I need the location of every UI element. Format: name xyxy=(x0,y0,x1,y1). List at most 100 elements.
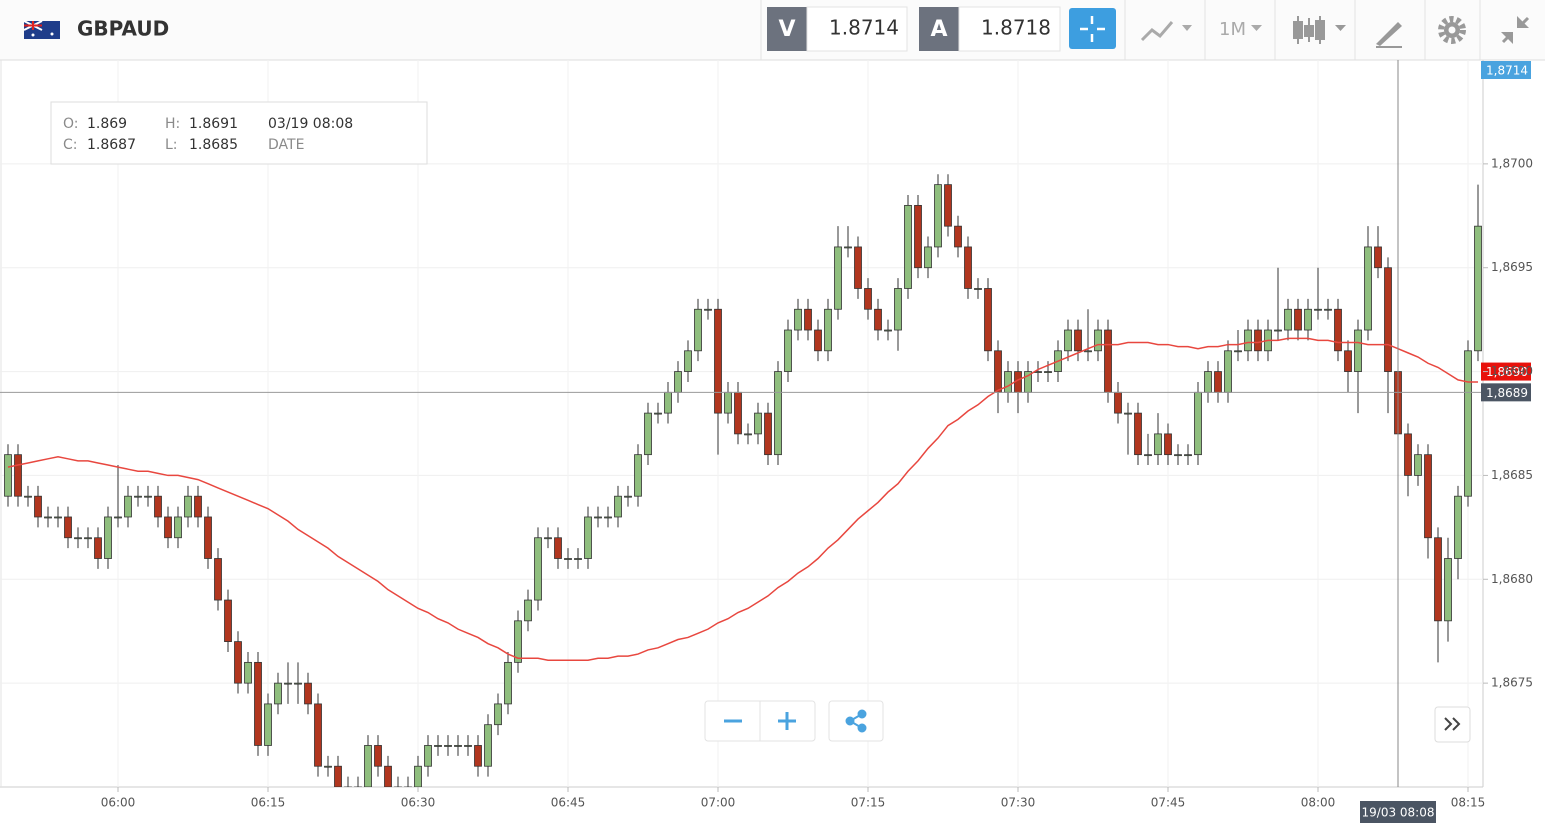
candle-body xyxy=(814,329,822,352)
candle-body xyxy=(244,661,252,684)
candle-body xyxy=(184,495,192,518)
info-key: O: xyxy=(63,116,79,132)
crosshair-time-tag xyxy=(1360,801,1436,823)
moving-average xyxy=(7,337,1478,662)
candle-body xyxy=(34,495,42,518)
candle-body xyxy=(434,745,442,747)
overlay: 19/03 08:08 1,8714 1,8690 1,8689 xyxy=(0,60,1531,823)
candle-body xyxy=(444,745,452,747)
candle-body xyxy=(784,329,792,372)
candle-body xyxy=(754,412,762,435)
candle-body xyxy=(734,391,742,435)
candle-body xyxy=(1214,371,1222,393)
candle-body xyxy=(1134,412,1142,456)
candle-body xyxy=(994,350,1002,393)
candle-body xyxy=(604,516,612,519)
candle-body xyxy=(1384,267,1392,372)
scroll-end-button[interactable] xyxy=(1434,706,1471,743)
candle-body xyxy=(284,682,292,685)
candle-body xyxy=(1374,246,1382,269)
candle-body xyxy=(644,412,652,456)
candle-body xyxy=(1164,433,1172,456)
candle-body xyxy=(904,204,912,289)
candle-body xyxy=(94,537,102,559)
candle-body xyxy=(1224,350,1232,393)
x-tick-label: 07:45 xyxy=(1151,796,1186,810)
candle-body xyxy=(504,661,512,705)
info-value: 1.8685 xyxy=(189,137,238,153)
x-tick-label: 06:15 xyxy=(251,796,286,810)
candle-body xyxy=(1044,371,1052,373)
candle-body xyxy=(44,516,52,519)
fullscreen-button[interactable] xyxy=(1501,16,1530,44)
crosshair-button[interactable] xyxy=(1069,8,1116,49)
price-tag xyxy=(1481,362,1531,381)
info-box: O: 1.869 H: 1.8691 03/19 08:08 C: 1.8687… xyxy=(50,101,428,165)
buy-button[interactable] xyxy=(919,7,959,51)
indicator-button[interactable] xyxy=(1293,16,1346,44)
candle-body xyxy=(934,184,942,248)
candle-body xyxy=(1444,558,1452,622)
buy-key: A xyxy=(930,17,947,42)
candle-body xyxy=(864,288,872,310)
info-date-key: DATE xyxy=(268,137,304,153)
settings-button[interactable] xyxy=(1438,16,1466,44)
candle-body xyxy=(534,537,542,601)
candle-body xyxy=(1474,225,1482,352)
candle-body xyxy=(654,412,662,415)
crosshair-time-label: 19/03 08:08 xyxy=(1362,806,1435,820)
candle-body xyxy=(1324,308,1332,311)
candle-body xyxy=(794,308,802,331)
candle-body xyxy=(1074,329,1082,352)
candle-body xyxy=(74,537,82,540)
share-button[interactable] xyxy=(828,700,884,742)
draw-button[interactable] xyxy=(1376,22,1402,48)
candle-body xyxy=(1314,308,1322,311)
candle-body xyxy=(474,745,482,767)
buy-box[interactable] xyxy=(958,6,1061,52)
timeframe[interactable]: 1M xyxy=(1219,19,1246,40)
buy-price: 1.8718 xyxy=(981,16,1051,40)
crosshair-icon xyxy=(1080,16,1105,42)
candle-body xyxy=(824,308,832,352)
candle-body xyxy=(964,246,972,289)
candle-body xyxy=(1114,391,1122,414)
info-date: 03/19 08:08 xyxy=(268,116,353,132)
candle-body xyxy=(144,495,152,498)
x-tick-label: 07:00 xyxy=(701,796,736,810)
candle-body xyxy=(1274,329,1282,332)
candle-body xyxy=(574,558,582,560)
candle-body xyxy=(294,682,302,685)
candle-body xyxy=(1234,350,1242,353)
plot-area xyxy=(0,60,1483,787)
info-key: L: xyxy=(165,137,178,153)
candle-body xyxy=(324,765,332,768)
info-box-frame xyxy=(50,101,428,165)
price-tag-label: 1,8714 xyxy=(1486,64,1528,78)
x-tick-label: 06:00 xyxy=(101,796,136,810)
chart-type-button[interactable] xyxy=(1140,21,1192,42)
candle-body xyxy=(984,288,992,352)
candle-body xyxy=(424,745,432,767)
candle-body xyxy=(594,516,602,519)
y-tick-label: 1,8685 xyxy=(1491,468,1533,482)
candle-body xyxy=(114,516,122,519)
scroll-end-icon xyxy=(1444,717,1461,731)
candle-body xyxy=(304,682,312,705)
candle-body xyxy=(384,765,392,787)
sell-box[interactable] xyxy=(806,6,908,52)
candle-body xyxy=(84,537,92,540)
candle-body xyxy=(1244,329,1252,352)
candle-body xyxy=(1004,371,1012,393)
x-tick-label: 07:30 xyxy=(1001,796,1036,810)
candle-body xyxy=(884,329,892,332)
candle-body xyxy=(194,495,202,518)
x-tick-label: 08:00 xyxy=(1301,796,1336,810)
zoom-in-button[interactable] xyxy=(778,712,796,730)
candle-body xyxy=(544,537,552,540)
sell-button[interactable] xyxy=(767,7,807,51)
candle-body xyxy=(1334,308,1342,352)
candle-body xyxy=(774,371,782,456)
